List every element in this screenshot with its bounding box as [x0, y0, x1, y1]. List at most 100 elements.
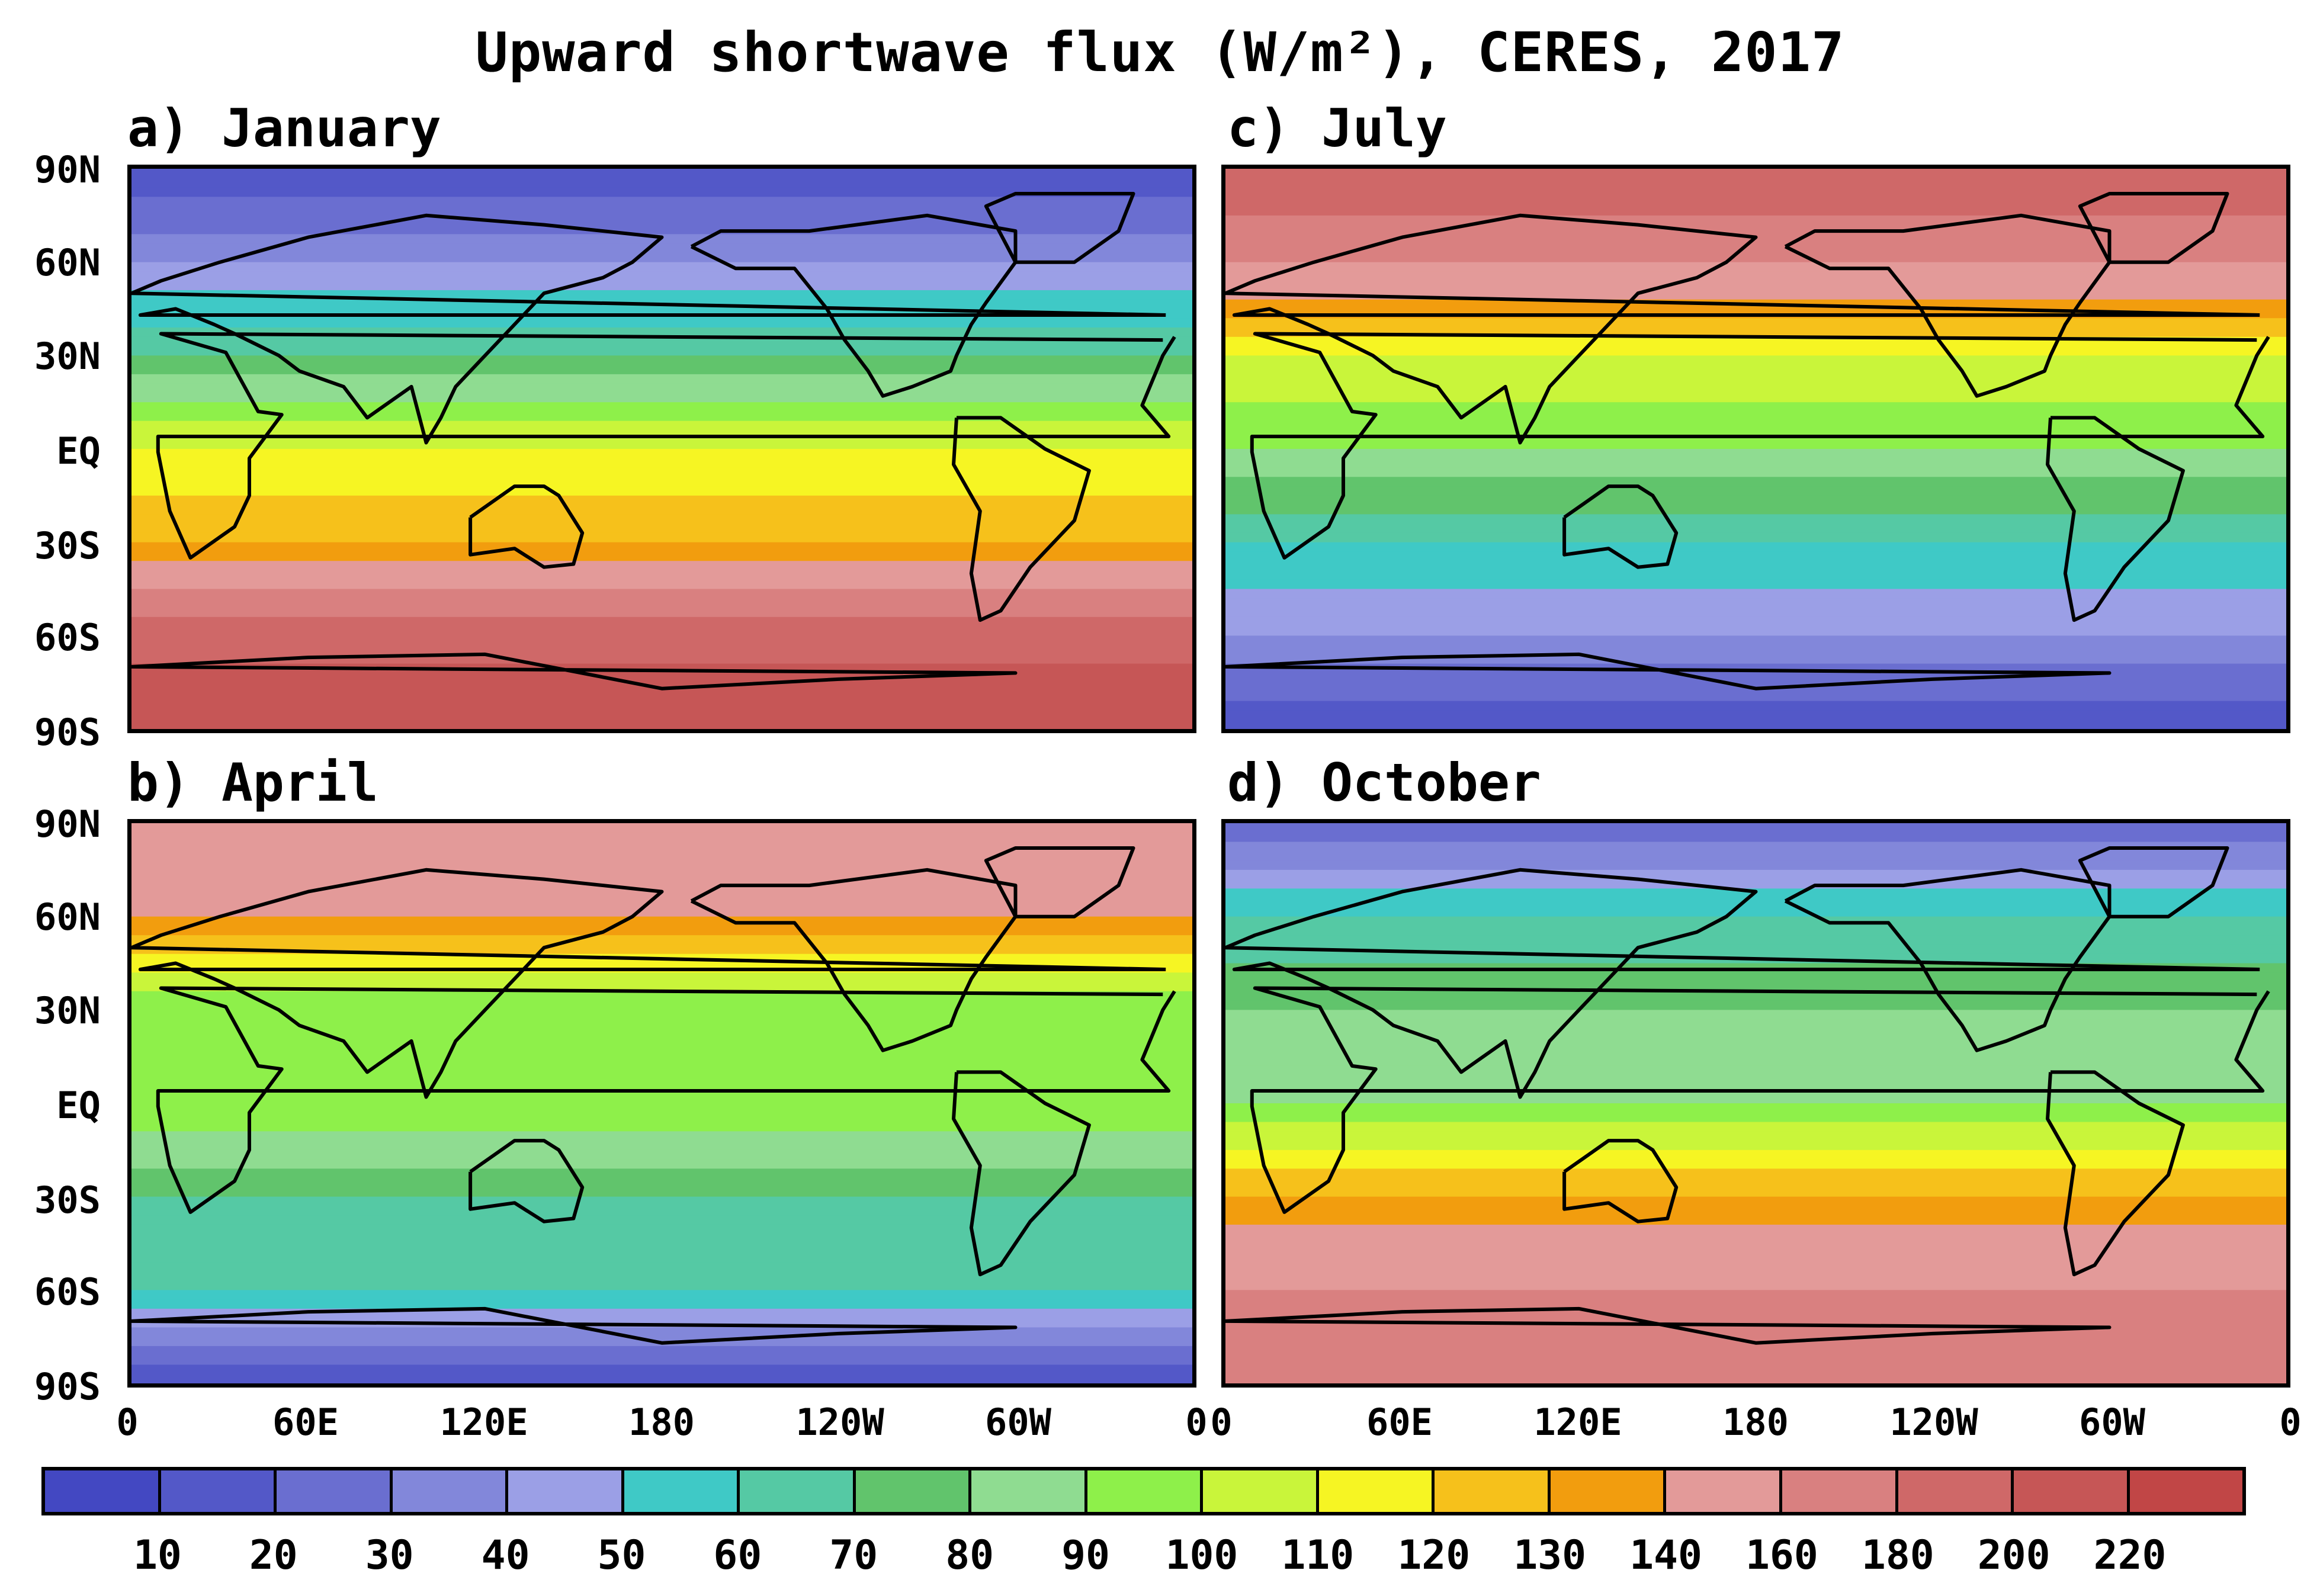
- colorbar-label: 140: [1629, 1532, 1702, 1579]
- lat-band: [131, 281, 1192, 291]
- colorbar-swatch: [1203, 1470, 1319, 1512]
- lat-band: [131, 524, 1192, 534]
- lat-band: [131, 710, 1192, 721]
- colorbar-label: 40: [481, 1532, 530, 1579]
- lat-band: [131, 532, 1192, 543]
- y-tick-label: 90N: [34, 802, 101, 846]
- lat-band: [1225, 1112, 2286, 1123]
- lat-band: [1225, 561, 2286, 571]
- lat-band: [1225, 1327, 2286, 1338]
- lat-band: [1225, 1178, 2286, 1188]
- lat-band: [131, 1149, 1192, 1160]
- lat-band: [1225, 851, 2286, 862]
- lat-band: [1225, 823, 2286, 833]
- lat-band: [1225, 262, 2286, 272]
- coastline: [2078, 846, 2229, 919]
- coastline: [2078, 192, 2229, 264]
- lat-band: [131, 1187, 1192, 1197]
- lat-band: [131, 393, 1192, 403]
- lat-band: [131, 907, 1192, 917]
- lat-band: [1225, 1374, 2286, 1383]
- colorbar-swatch: [971, 1470, 1087, 1512]
- lat-band: [1225, 467, 2286, 478]
- lat-band: [131, 458, 1192, 468]
- lat-band: [131, 1103, 1192, 1113]
- lat-band: [131, 823, 1192, 833]
- lat-band: [1225, 832, 2286, 843]
- coastline: [690, 868, 1018, 1052]
- lat-band: [131, 879, 1192, 889]
- coastline: [1784, 213, 2112, 398]
- panel-title-october: d) October: [1227, 752, 1541, 813]
- lat-band: [1225, 1056, 2286, 1067]
- lat-band: [1225, 393, 2286, 403]
- map-april: [127, 819, 1196, 1388]
- colorbar-label: 120: [1397, 1532, 1471, 1579]
- lat-band: [131, 635, 1192, 646]
- lat-band: [131, 514, 1192, 525]
- lat-band: [1225, 551, 2286, 562]
- y-tick-label: 60N: [34, 895, 101, 939]
- lat-band: [131, 1000, 1192, 1011]
- lat-band: [131, 1290, 1192, 1300]
- lat-band: [131, 1122, 1192, 1132]
- lat-band: [1225, 514, 2286, 525]
- lat-band: [131, 187, 1192, 198]
- lat-band: [131, 626, 1192, 637]
- lat-band: [131, 224, 1192, 235]
- y-tick-label: 30N: [34, 335, 101, 378]
- heatmap-field: [1225, 169, 2286, 729]
- lat-band: [131, 701, 1192, 711]
- panel-title-january: a) January: [127, 98, 441, 159]
- lat-band: [1225, 1047, 2286, 1058]
- lat-band: [1225, 402, 2286, 412]
- x-tick-label: 180: [628, 1401, 695, 1444]
- lat-band: [131, 1271, 1192, 1282]
- colorbar-swatch: [740, 1470, 856, 1512]
- lat-band: [1225, 1187, 2286, 1197]
- lat-band: [131, 477, 1192, 487]
- lat-band: [131, 916, 1192, 927]
- lat-band: [1225, 486, 2286, 496]
- x-tick-label: 180: [1722, 1401, 1789, 1444]
- lat-band: [131, 935, 1192, 945]
- coastline: [1562, 484, 1679, 569]
- lat-band: [131, 1345, 1192, 1356]
- lat-band: [131, 1206, 1192, 1216]
- colorbar-label: 50: [597, 1532, 646, 1579]
- lat-band: [131, 1355, 1192, 1366]
- lat-band: [1225, 673, 2286, 683]
- lat-band: [131, 1215, 1192, 1225]
- colorbar: [41, 1467, 2246, 1515]
- coastline: [131, 1306, 1018, 1345]
- colorbar-swatch: [277, 1470, 393, 1512]
- lat-band: [131, 579, 1192, 590]
- lat-band: [131, 449, 1192, 459]
- coastline: [131, 868, 1166, 1099]
- lat-band: [131, 1224, 1192, 1235]
- heatmap-field: [131, 169, 1192, 729]
- lat-band: [131, 402, 1192, 412]
- lat-band: [1225, 365, 2286, 375]
- lat-band: [131, 346, 1192, 357]
- lat-band: [1225, 1224, 2286, 1235]
- coastline: [469, 1139, 585, 1224]
- lat-band: [1225, 1243, 2286, 1254]
- colorbar-swatch: [2014, 1470, 2130, 1512]
- colorbar-label: 10: [133, 1532, 182, 1579]
- coastline: [984, 192, 1135, 264]
- lat-band: [1225, 1215, 2286, 1225]
- lat-band: [131, 271, 1192, 282]
- lat-band: [131, 355, 1192, 366]
- lat-band: [1225, 318, 2286, 329]
- x-tick-label: 120E: [439, 1401, 528, 1444]
- y-tick-label: 30N: [34, 989, 101, 1032]
- lat-band: [1225, 1103, 2286, 1113]
- lat-band: [131, 851, 1192, 862]
- lat-band: [131, 1234, 1192, 1244]
- coastline: [1225, 868, 2260, 1099]
- colorbar-swatch: [1550, 1470, 1667, 1512]
- lat-band: [131, 1327, 1192, 1338]
- lat-band: [1225, 532, 2286, 543]
- colorbar-swatch: [45, 1470, 161, 1512]
